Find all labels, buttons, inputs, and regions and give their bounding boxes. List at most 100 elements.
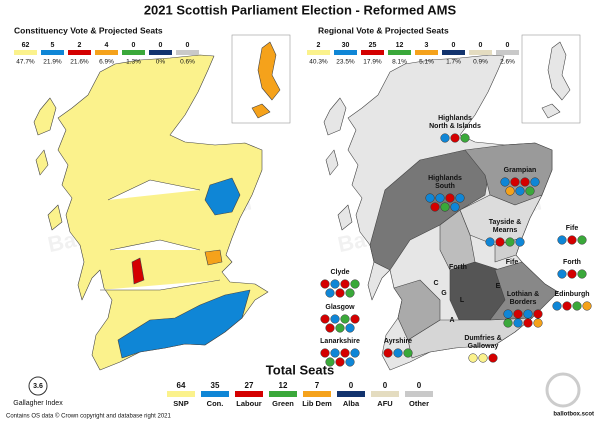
seat-dot — [503, 318, 513, 328]
seat-dot — [440, 202, 450, 212]
map-label: E — [496, 283, 501, 290]
credits: Contains OS data © Crown copyright and d… — [6, 413, 172, 420]
seat-dot — [440, 133, 450, 143]
seat-dot — [567, 269, 577, 279]
seat-count: 5 — [51, 42, 55, 49]
seat-dot — [460, 133, 470, 143]
gallagher-label: Gallagher Index — [13, 400, 63, 407]
party-name: SNP — [173, 399, 188, 408]
seat-dot — [445, 193, 455, 203]
seat-count: 2 — [317, 42, 321, 49]
vote-share: 1.3% — [126, 59, 141, 66]
map-label: C — [433, 280, 438, 287]
seat-dot — [552, 301, 562, 311]
seat-count: 0 — [186, 42, 190, 49]
party-swatch — [149, 50, 172, 55]
seat-dot — [530, 177, 540, 187]
seat-dot — [567, 235, 577, 245]
vote-share: 2.6% — [500, 59, 515, 66]
region-label: Highlands — [428, 175, 462, 182]
seat-count: 0 — [506, 42, 510, 49]
seat-dot — [505, 186, 515, 196]
vote-share: 8.1% — [392, 59, 407, 66]
seat-dot — [393, 348, 403, 358]
region-label: Ayrshire — [384, 338, 412, 345]
seat-dot — [335, 357, 345, 367]
total-count: 7 — [315, 381, 320, 390]
seat-dot — [505, 237, 515, 247]
vote-share: 21.9% — [43, 59, 62, 66]
party-name: Alba — [343, 399, 360, 408]
party-swatch — [176, 50, 199, 55]
region-label: Fife — [566, 225, 579, 232]
party-swatch — [269, 391, 297, 397]
seat-dot — [350, 348, 360, 358]
vote-share: 6.9% — [99, 59, 114, 66]
seat-dot — [525, 186, 535, 196]
seat-dot — [340, 348, 350, 358]
seat-count: 3 — [425, 42, 429, 49]
seat-count: 0 — [159, 42, 163, 49]
seat-dot — [345, 288, 355, 298]
seat-dot — [523, 318, 533, 328]
region-label: Galloway — [468, 343, 499, 350]
total-count: 27 — [245, 381, 254, 390]
logo-text: ballotbox.scot — [553, 412, 594, 418]
map-label: Fife — [506, 259, 519, 266]
party-swatch — [371, 391, 399, 397]
seat-dot — [533, 318, 543, 328]
seat-dot — [515, 186, 525, 196]
seat-dot — [562, 301, 572, 311]
seat-dot — [350, 314, 360, 324]
seat-dot — [582, 301, 592, 311]
region-label: Lothian & — [507, 291, 539, 298]
seat-dot — [577, 235, 587, 245]
party-swatch — [303, 391, 331, 397]
party-swatch — [337, 391, 365, 397]
vote-share: 5.1% — [419, 59, 434, 66]
party-swatch — [68, 50, 91, 55]
seat-dot — [403, 348, 413, 358]
region-label: Grampian — [504, 167, 537, 174]
seat-dot — [325, 288, 335, 298]
total-count: 35 — [211, 381, 220, 390]
seat-count: 4 — [105, 42, 109, 49]
party-swatch — [167, 391, 195, 397]
seat-count: 2 — [78, 42, 82, 49]
seat-dot — [320, 279, 330, 289]
map-label: A — [449, 317, 454, 324]
vote-share: 40.3% — [309, 59, 328, 66]
seat-dot — [330, 314, 340, 324]
gallagher-value: 3.6 — [33, 383, 43, 390]
party-swatch — [307, 50, 330, 55]
region-label: Lanarkshire — [320, 338, 360, 345]
party-swatch — [442, 50, 465, 55]
seat-count: 12 — [396, 42, 404, 49]
region-label: North & Islands — [429, 123, 481, 130]
map-label: G — [441, 290, 447, 297]
total-count: 0 — [383, 381, 388, 390]
vote-share: 0.6% — [180, 59, 195, 66]
vote-share: 47.7% — [16, 59, 35, 66]
seat-dot — [325, 357, 335, 367]
seat-dot — [557, 269, 567, 279]
seat-dot — [478, 353, 488, 363]
regional-title: Regional Vote & Projected Seats — [318, 25, 449, 35]
party-name: Con. — [207, 399, 224, 408]
seat-count: 25 — [369, 42, 377, 49]
vote-share: 0% — [156, 59, 166, 66]
seat-dot — [340, 314, 350, 324]
seat-dot — [450, 133, 460, 143]
party-swatch — [388, 50, 411, 55]
seat-dot — [513, 309, 523, 319]
map-label: L — [460, 297, 465, 304]
vote-share: 23.5% — [336, 59, 355, 66]
vote-share: 17.9% — [363, 59, 382, 66]
region-label: South — [435, 183, 455, 190]
region-label: Forth — [563, 259, 581, 266]
seat-dot — [435, 193, 445, 203]
total-title: Total Seats — [266, 362, 334, 377]
seat-dot — [320, 348, 330, 358]
constituency-map — [33, 34, 291, 371]
